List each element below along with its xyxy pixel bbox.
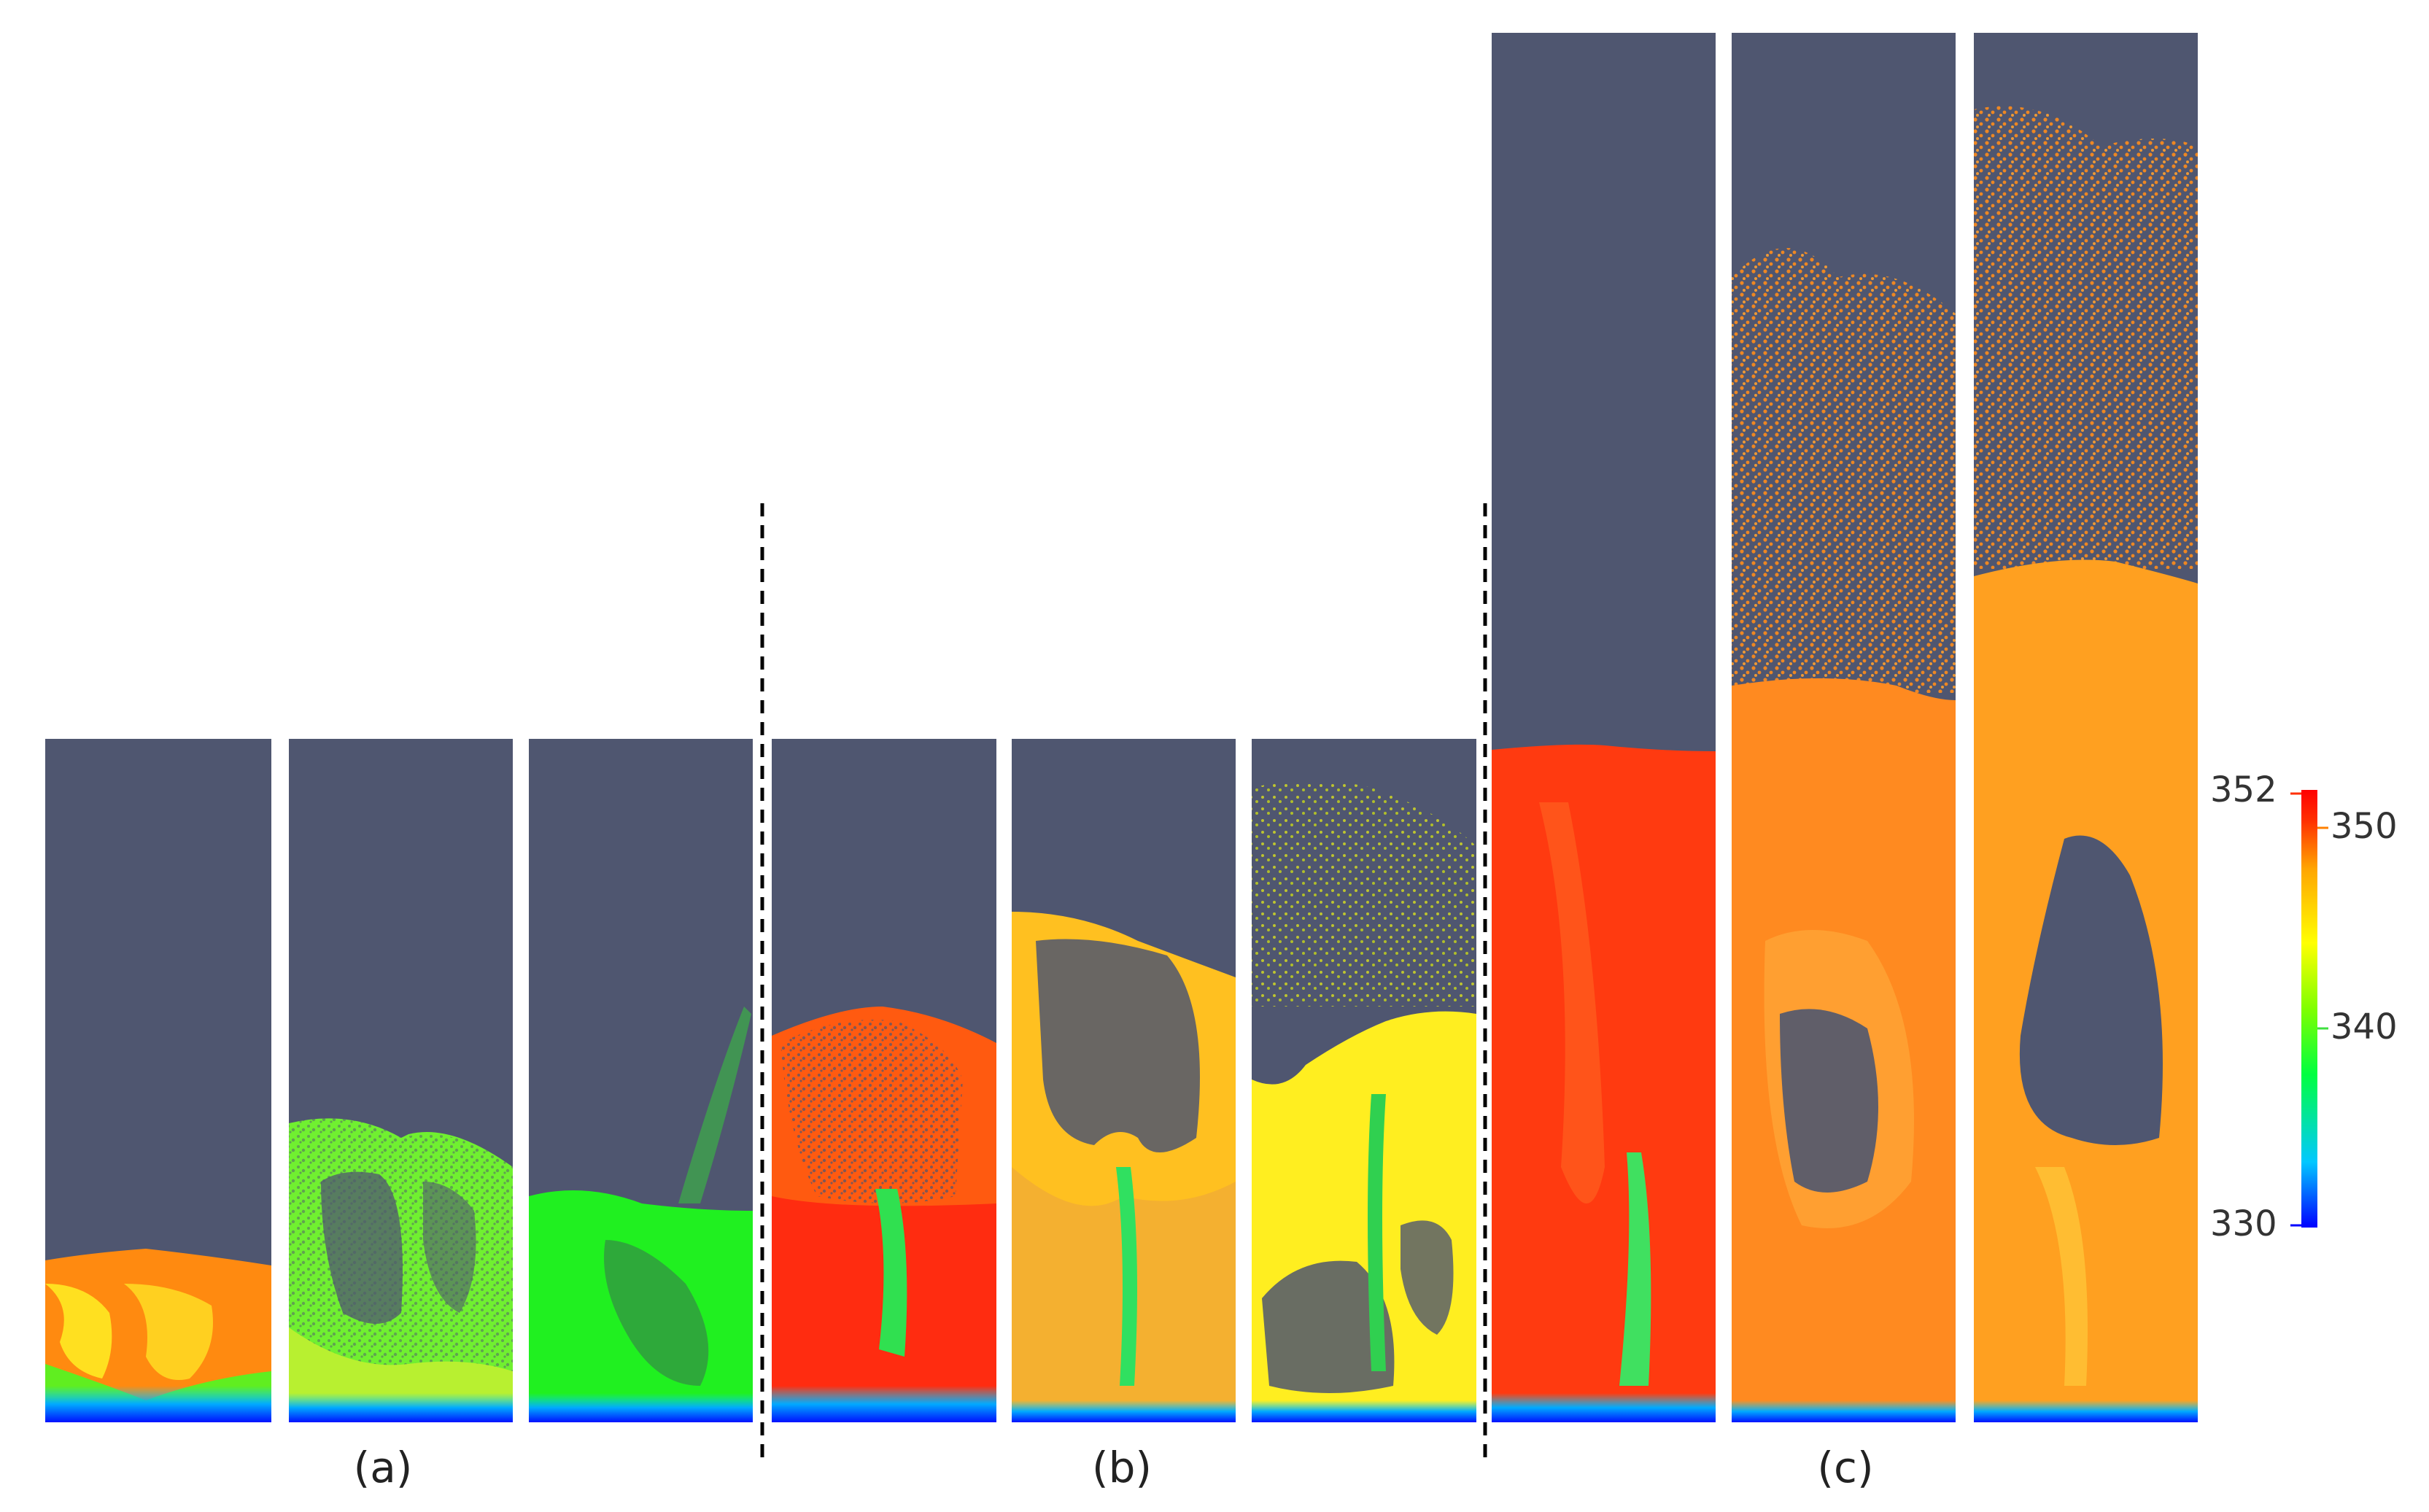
colorbar bbox=[2290, 790, 2328, 1228]
panel-a3 bbox=[529, 739, 753, 1422]
panel-c1 bbox=[1492, 33, 1716, 1422]
panel-a1 bbox=[45, 739, 271, 1422]
colorbar-tick-label-340: 340 bbox=[2331, 1007, 2398, 1047]
panel-a2 bbox=[289, 739, 513, 1422]
colorbar-max-label: 352 bbox=[2210, 769, 2277, 810]
group-label-a: (a) bbox=[353, 1443, 413, 1492]
colorbar-min-label: 330 bbox=[2210, 1203, 2277, 1244]
panel-b1 bbox=[772, 739, 996, 1422]
group-label-b: (b) bbox=[1091, 1443, 1152, 1492]
panel-b2 bbox=[1012, 739, 1236, 1422]
colorbar-tick-label-350: 350 bbox=[2331, 806, 2398, 847]
panel-b3 bbox=[1252, 739, 1476, 1422]
group-label-c: (c) bbox=[1817, 1443, 1874, 1492]
colorbar-gradient bbox=[2301, 790, 2317, 1228]
panel-c3 bbox=[1974, 33, 2198, 1422]
panel-c2 bbox=[1732, 33, 1956, 1422]
